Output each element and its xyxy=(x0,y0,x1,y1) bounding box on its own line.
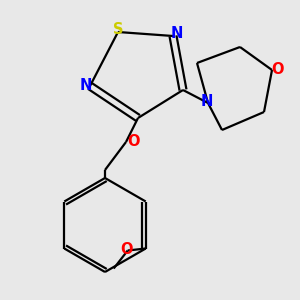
Text: S: S xyxy=(113,22,123,37)
Text: O: O xyxy=(121,242,133,257)
Text: O: O xyxy=(128,134,140,148)
Text: O: O xyxy=(271,61,283,76)
Text: N: N xyxy=(171,26,183,40)
Text: N: N xyxy=(80,77,92,92)
Text: N: N xyxy=(201,94,213,110)
